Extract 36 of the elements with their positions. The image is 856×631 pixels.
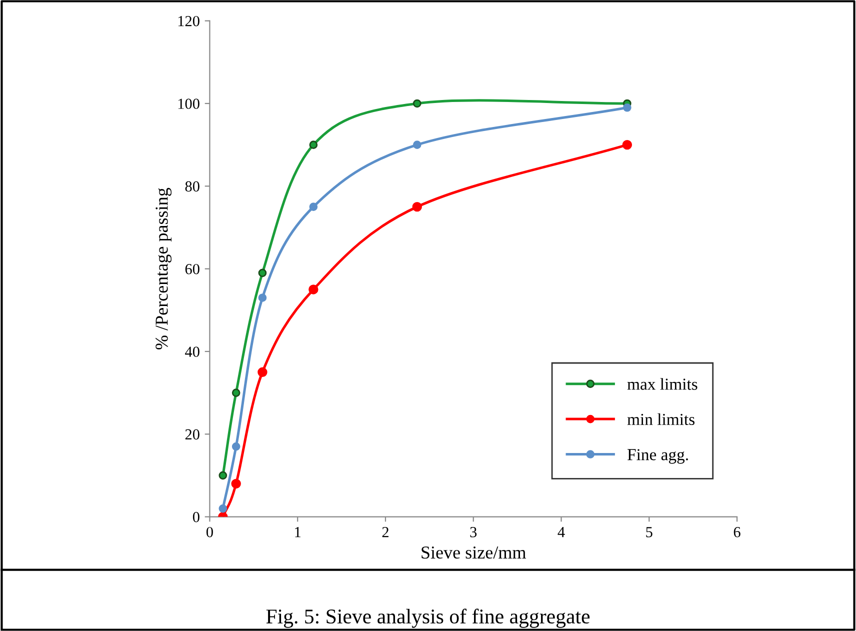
y-tick-label: 20 [185,429,200,440]
y-tick-label: 0 [192,512,200,522]
legend-label: max limits [627,378,698,390]
y-tick-label: 40 [185,346,200,357]
point [308,284,318,294]
x-tick-label: 0 [206,526,213,538]
x-tick-label: 1 [295,527,301,538]
x-tick-label: 3 [470,526,477,538]
y-tick-label: 100 [178,98,200,109]
point [258,268,267,278]
y-tick-label: 120 [178,16,200,26]
point [309,202,318,211]
x-tick-label: 4 [558,527,565,538]
point [412,140,422,149]
point [232,442,240,451]
point [232,388,240,397]
point [258,294,267,302]
x-tick-label: 5 [646,527,652,538]
point [309,140,318,149]
legend-label: Fine agg. [628,449,688,464]
point [258,367,268,377]
y-tick-label: 60 [185,264,200,274]
point [622,103,632,112]
y-axis-title: % /Percentage passing [156,188,172,350]
point [218,471,228,480]
point [622,140,632,150]
point [412,202,422,212]
x-tick-label: 2 [382,526,388,538]
caption: Fig. 5: Sieve analysis of fine aggregate [266,608,590,628]
x-axis-title: Sieve size/mm [422,546,526,559]
point [231,478,241,489]
point [412,99,422,108]
x-tick-label: 6 [734,526,740,538]
legend-label: min limits [627,413,694,426]
y-tick-label: 80 [185,181,200,192]
point [218,504,228,513]
